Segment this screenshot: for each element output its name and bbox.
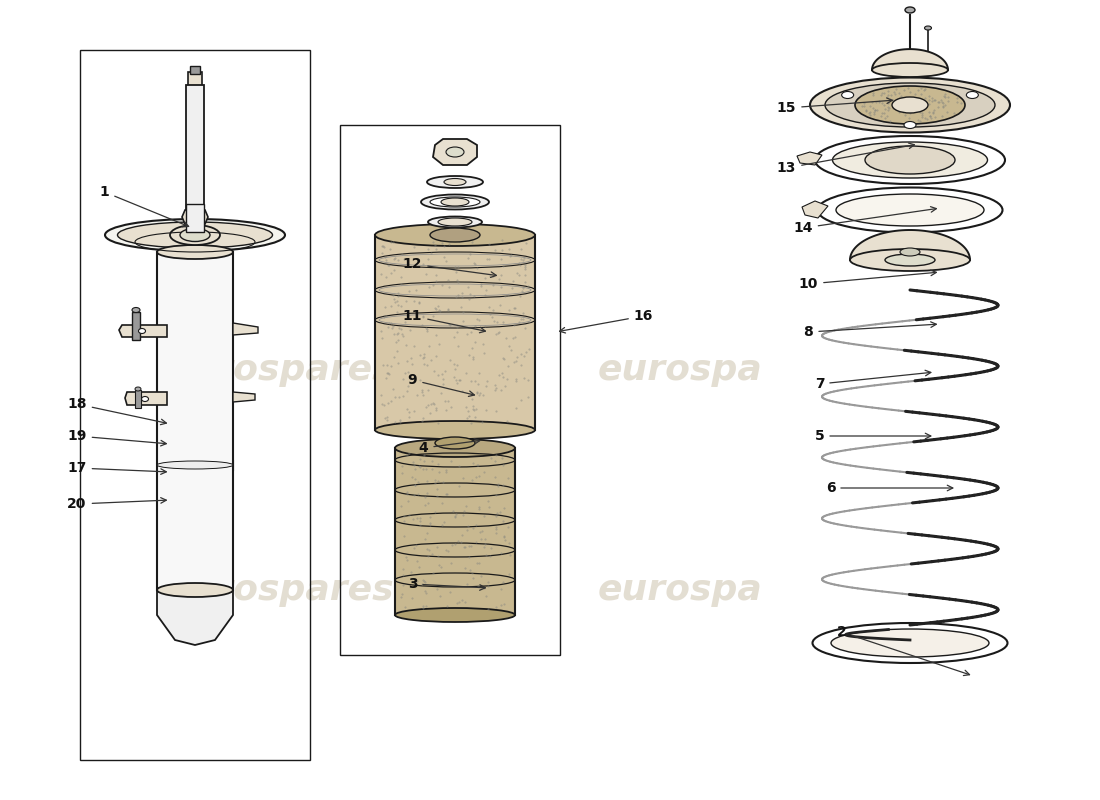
Text: 16: 16 xyxy=(560,309,653,333)
Ellipse shape xyxy=(850,249,970,271)
Text: eurospares: eurospares xyxy=(166,573,394,607)
Text: 9: 9 xyxy=(408,373,474,397)
Ellipse shape xyxy=(855,86,965,124)
Ellipse shape xyxy=(395,608,515,622)
Ellipse shape xyxy=(444,178,466,186)
Ellipse shape xyxy=(817,187,1002,233)
Ellipse shape xyxy=(967,91,978,98)
Ellipse shape xyxy=(924,26,932,30)
Ellipse shape xyxy=(810,78,1010,133)
Text: 18: 18 xyxy=(67,397,166,425)
Text: 3: 3 xyxy=(408,577,485,591)
Polygon shape xyxy=(872,49,948,70)
Bar xyxy=(135,390,141,408)
Polygon shape xyxy=(119,325,167,337)
Polygon shape xyxy=(233,323,258,335)
Bar xyxy=(188,72,202,90)
Ellipse shape xyxy=(430,228,480,242)
Polygon shape xyxy=(395,448,515,615)
Ellipse shape xyxy=(375,224,535,246)
Ellipse shape xyxy=(892,97,928,113)
Bar xyxy=(190,66,200,74)
Text: 6: 6 xyxy=(826,481,953,495)
Text: 14: 14 xyxy=(793,206,936,235)
Ellipse shape xyxy=(139,329,145,334)
Polygon shape xyxy=(233,392,255,402)
Ellipse shape xyxy=(104,219,285,251)
Ellipse shape xyxy=(395,439,515,457)
Polygon shape xyxy=(125,392,167,405)
Ellipse shape xyxy=(825,83,996,127)
Ellipse shape xyxy=(427,176,483,188)
Ellipse shape xyxy=(180,229,210,242)
Polygon shape xyxy=(375,235,535,430)
Ellipse shape xyxy=(842,91,854,98)
Ellipse shape xyxy=(833,142,988,178)
Bar xyxy=(186,204,204,232)
Ellipse shape xyxy=(815,136,1005,184)
Text: 8: 8 xyxy=(804,322,936,339)
Polygon shape xyxy=(850,230,970,260)
Ellipse shape xyxy=(430,197,480,207)
Ellipse shape xyxy=(830,629,989,657)
Ellipse shape xyxy=(872,63,948,77)
Ellipse shape xyxy=(886,254,935,266)
Ellipse shape xyxy=(142,397,148,402)
Text: 11: 11 xyxy=(403,309,485,333)
Polygon shape xyxy=(433,139,477,165)
Text: 17: 17 xyxy=(67,461,166,475)
Text: 20: 20 xyxy=(67,497,166,511)
Text: 15: 15 xyxy=(777,98,892,115)
Bar xyxy=(132,312,140,340)
Ellipse shape xyxy=(905,7,915,13)
Ellipse shape xyxy=(135,387,141,391)
Ellipse shape xyxy=(421,194,490,210)
Bar xyxy=(340,125,560,655)
Text: 12: 12 xyxy=(403,257,496,278)
Ellipse shape xyxy=(157,461,233,469)
Text: 13: 13 xyxy=(777,143,914,175)
Text: 10: 10 xyxy=(799,270,936,291)
Ellipse shape xyxy=(170,225,220,245)
Ellipse shape xyxy=(438,218,472,226)
Bar xyxy=(157,252,233,590)
Ellipse shape xyxy=(836,194,984,226)
Text: eurospa: eurospa xyxy=(597,353,762,387)
Ellipse shape xyxy=(446,147,464,157)
Ellipse shape xyxy=(900,248,920,256)
Text: 2: 2 xyxy=(837,625,969,675)
Text: 5: 5 xyxy=(815,429,931,443)
Bar xyxy=(186,85,204,210)
Polygon shape xyxy=(182,210,208,224)
Text: 19: 19 xyxy=(67,429,166,446)
Ellipse shape xyxy=(434,437,475,449)
Polygon shape xyxy=(157,590,233,645)
Ellipse shape xyxy=(428,217,482,227)
Bar xyxy=(80,50,310,760)
Polygon shape xyxy=(802,201,828,218)
Text: 7: 7 xyxy=(815,370,931,391)
Ellipse shape xyxy=(132,307,140,313)
Text: 1: 1 xyxy=(100,185,188,227)
Ellipse shape xyxy=(904,122,916,129)
Text: 4: 4 xyxy=(419,438,480,455)
Ellipse shape xyxy=(813,623,1008,663)
Text: eurospares: eurospares xyxy=(166,353,394,387)
Ellipse shape xyxy=(441,198,469,206)
Ellipse shape xyxy=(118,222,273,248)
Ellipse shape xyxy=(865,146,955,174)
Polygon shape xyxy=(798,152,822,165)
Ellipse shape xyxy=(157,583,233,597)
Text: eurospa: eurospa xyxy=(597,573,762,607)
Ellipse shape xyxy=(157,245,233,259)
Ellipse shape xyxy=(375,421,535,439)
